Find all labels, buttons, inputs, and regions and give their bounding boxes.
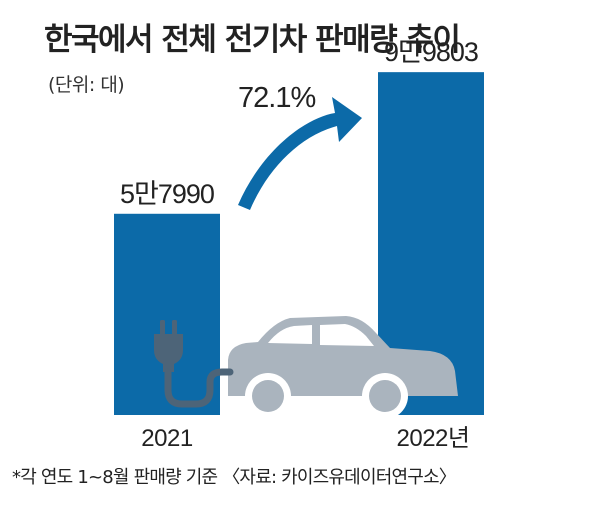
chart-title: 한국에서 전체 전기차 판매량 추이 <box>44 22 461 58</box>
value-label-2022년: 9만9803 <box>384 37 478 67</box>
electric-car-icon <box>228 316 458 419</box>
growth-rate-label: 72.1% <box>238 82 315 114</box>
value-label-2021: 5만7990 <box>120 179 214 209</box>
unit-label: (단위: 대) <box>48 74 125 96</box>
growth-arrow-icon <box>238 97 362 210</box>
power-plug-icon <box>154 320 234 408</box>
source-footnote: *각 연도 1~8월 판매량 기준 〈자료: 카이즈유데이터연구소〉 <box>12 467 457 488</box>
tick-label-2021: 2021 <box>141 425 193 452</box>
tick-label-2022년: 2022년 <box>397 425 470 452</box>
